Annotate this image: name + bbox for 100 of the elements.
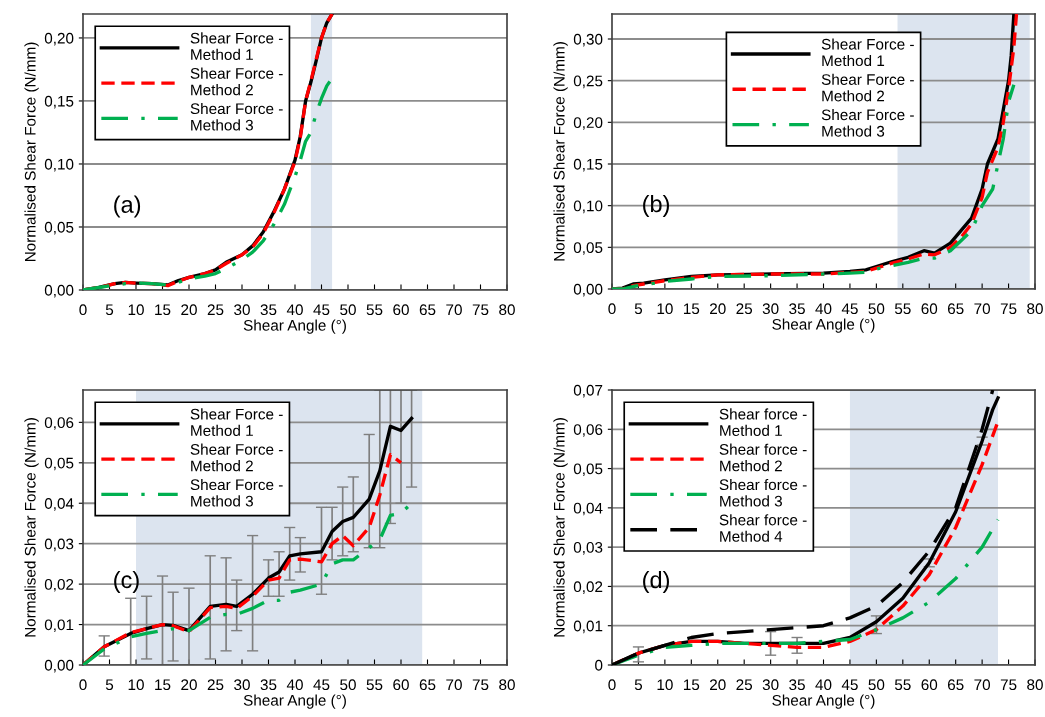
y-tick-label: 0,00 xyxy=(44,659,74,673)
x-tick-label: 10 xyxy=(657,303,673,315)
y-tick-label: 0,05 xyxy=(44,457,74,471)
line-series xyxy=(612,83,1016,289)
x-tick-label: 0 xyxy=(608,303,616,315)
x-tick-label: 70 xyxy=(446,304,462,316)
y-tick-label: 0,07 xyxy=(573,384,603,398)
x-tick-label: 50 xyxy=(868,303,885,315)
x-tick-label: 30 xyxy=(762,679,779,691)
x-tick-label: 30 xyxy=(234,679,250,691)
x-tick-label: 30 xyxy=(762,303,779,315)
y-tick-label: 0,01 xyxy=(44,619,74,633)
x-tick-label: 60 xyxy=(921,303,938,315)
x-tick-label: 70 xyxy=(974,303,991,315)
x-tick-label: 20 xyxy=(710,679,726,691)
x-tick-label: 25 xyxy=(736,679,753,691)
x-tick-label: 20 xyxy=(181,679,197,691)
annotation: (c) xyxy=(114,570,139,593)
x-tick-label: 15 xyxy=(683,303,700,315)
legend-label: Shear Force - Method 3 xyxy=(190,478,283,507)
x-tick-label: 20 xyxy=(710,303,726,315)
legend-label: Shear force - Method 3 xyxy=(719,478,807,507)
x-tick-label: 75 xyxy=(1000,303,1017,315)
x-tick-label: 35 xyxy=(789,679,805,691)
x-tick-label: 15 xyxy=(155,304,171,316)
legend-label: Shear Force - Method 1 xyxy=(190,408,283,437)
x-tick-label: 25 xyxy=(207,679,224,691)
x-axis-title: Shear Angle (°) xyxy=(772,318,875,333)
x-axis-title: Shear Angle (°) xyxy=(243,319,346,334)
x-tick-label: 25 xyxy=(736,303,753,315)
x-tick-label: 55 xyxy=(894,303,911,315)
x-tick-label: 10 xyxy=(657,679,673,691)
legend-label: Shear Force - Method 1 xyxy=(190,32,283,61)
annotation: (a) xyxy=(114,195,141,218)
x-tick-label: 45 xyxy=(313,304,330,316)
x-tick-label: 55 xyxy=(366,679,383,691)
x-tick-label: 70 xyxy=(974,679,991,691)
y-tick-label: 0,03 xyxy=(44,538,74,552)
y-tick-label: 0,20 xyxy=(573,117,603,130)
annotation: (d) xyxy=(643,570,669,593)
y-tick-label: 0,06 xyxy=(573,424,603,437)
annotation: (b) xyxy=(643,194,669,217)
x-tick-label: 0 xyxy=(79,679,87,691)
y-tick-label: 0,05 xyxy=(573,463,603,477)
x-tick-label: 65 xyxy=(419,679,436,691)
x-tick-label: 80 xyxy=(499,304,515,316)
x-tick-label: 55 xyxy=(894,679,911,691)
x-tick-label: 65 xyxy=(419,304,436,316)
legend-label: Shear force - Method 2 xyxy=(719,443,807,472)
legend-label: Shear Force - Method 3 xyxy=(190,102,283,131)
x-tick-label: 5 xyxy=(105,679,114,691)
x-tick-label: 45 xyxy=(313,679,330,691)
x-tick-label: 5 xyxy=(634,303,643,315)
x-axis-title: Shear Angle (°) xyxy=(243,694,346,709)
y-tick-label: 0,15 xyxy=(573,158,603,172)
legend-label: Shear force - Method 1 xyxy=(719,408,807,437)
x-tick-label: 80 xyxy=(499,679,515,691)
x-tick-label: 50 xyxy=(868,679,885,691)
x-tick-label: 40 xyxy=(815,679,832,691)
x-tick-label: 65 xyxy=(947,679,964,691)
y-tick-label: 0,00 xyxy=(573,283,603,297)
x-tick-label: 20 xyxy=(181,304,197,316)
x-tick-label: 60 xyxy=(393,304,409,316)
x-tick-label: 25 xyxy=(207,304,224,316)
y-tick-label: 0,10 xyxy=(44,158,74,172)
x-tick-label: 45 xyxy=(841,679,858,691)
y-tick-label: 0,01 xyxy=(573,620,603,634)
legend-label: Shear Force - Method 2 xyxy=(190,443,283,472)
x-tick-label: 55 xyxy=(366,304,383,316)
x-tick-label: 15 xyxy=(155,679,171,691)
x-tick-label: 45 xyxy=(841,303,858,315)
x-tick-label: 75 xyxy=(472,304,489,316)
y-tick-label: 0,02 xyxy=(44,578,74,592)
legend-label: Shear Force - Method 2 xyxy=(190,67,283,96)
x-tick-label: 35 xyxy=(260,679,277,691)
y-tick-label: 0,25 xyxy=(573,75,603,89)
x-tick-label: 30 xyxy=(234,304,250,316)
y-axis-title: Normalised Shear Force (N/mm) xyxy=(24,418,39,637)
x-tick-label: 75 xyxy=(1000,679,1017,691)
line-series xyxy=(83,453,403,665)
y-tick-label: 0,15 xyxy=(44,95,74,109)
x-tick-label: 50 xyxy=(340,679,356,691)
x-tick-label: 5 xyxy=(105,304,114,316)
x-tick-label: 60 xyxy=(921,679,938,691)
x-tick-label: 35 xyxy=(260,304,277,316)
x-tick-label: 75 xyxy=(472,679,489,691)
y-tick-label: 0 xyxy=(595,659,603,671)
x-tick-label: 10 xyxy=(128,304,144,316)
x-tick-label: 60 xyxy=(393,679,409,691)
x-tick-label: 10 xyxy=(128,679,144,691)
y-axis-title: Normalised Shear Force (N/mm) xyxy=(553,42,568,261)
y-tick-label: 0,10 xyxy=(573,200,603,214)
legend-label: Shear Force - Method 3 xyxy=(821,109,914,137)
x-tick-label: 80 xyxy=(1027,303,1043,315)
x-tick-label: 65 xyxy=(947,303,964,315)
x-tick-label: 0 xyxy=(79,304,87,316)
y-tick-label: 0,04 xyxy=(44,498,74,511)
y-tick-label: 0,05 xyxy=(44,221,74,235)
x-tick-label: 5 xyxy=(634,679,643,691)
x-tick-label: 40 xyxy=(286,304,303,316)
